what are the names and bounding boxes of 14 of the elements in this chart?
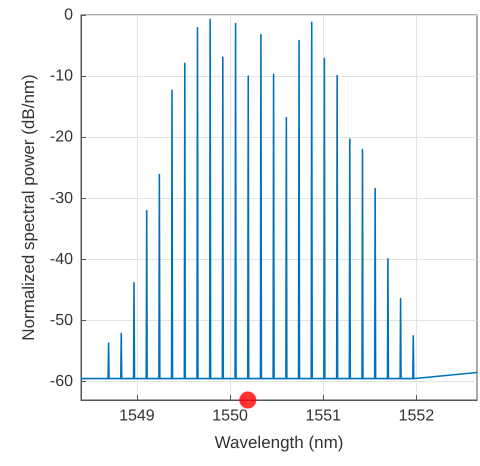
x-tick-label: 1550 [212, 408, 248, 424]
y-tick-label: -40 [50, 250, 74, 268]
y-tick-label: -50 [50, 312, 74, 330]
x-axis-title: Wavelength (nm) [214, 433, 344, 452]
x-tick-label: 1551 [305, 408, 342, 424]
x-tick-label: 1552 [398, 408, 434, 424]
y-tick-label: -20 [50, 128, 74, 146]
y-tick-label: -60 [50, 373, 74, 390]
line-series [80, 18, 478, 380]
y-tick-label: 0 [64, 6, 74, 24]
y-axis-title: Normalized spectral power (dB/nm) [19, 74, 38, 341]
y-tick-label: -30 [50, 190, 74, 207]
y-tick-label: -10 [50, 68, 74, 85]
x-tick-label: 1549 [119, 408, 155, 424]
